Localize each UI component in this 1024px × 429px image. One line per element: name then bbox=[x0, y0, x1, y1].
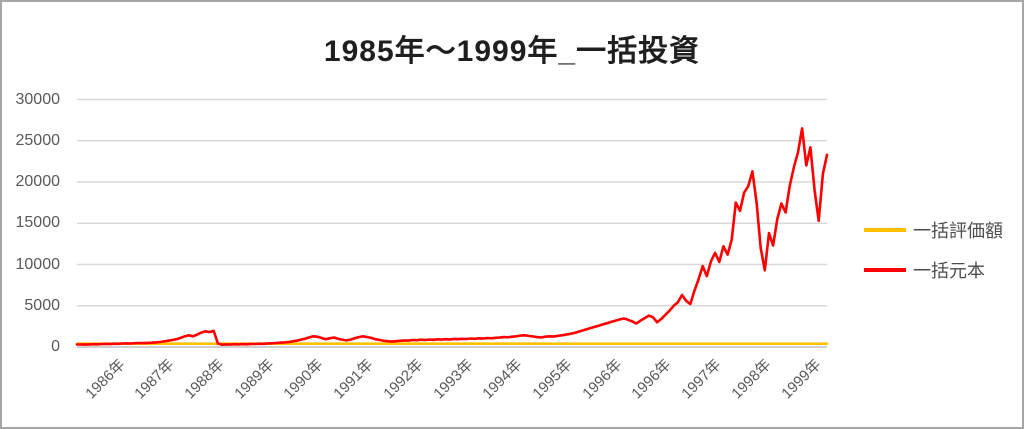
y-axis-label: 30000 bbox=[15, 90, 61, 108]
legend: 一括評価額 一括元本 bbox=[864, 218, 1003, 282]
legend-item-principal: 一括元本 bbox=[864, 258, 1003, 282]
y-axis-label: 15000 bbox=[15, 214, 61, 232]
y-axis-label: 20000 bbox=[15, 173, 61, 190]
legend-swatch-principal-line bbox=[864, 268, 906, 272]
legend-label-valuation: 一括評価額 bbox=[913, 221, 1003, 241]
chart-title: 1985年〜1999年_一括投資 bbox=[323, 35, 701, 68]
legend-label-principal: 一括元本 bbox=[913, 261, 985, 281]
series-line-lump-sum-principal bbox=[75, 127, 829, 347]
legend-swatch-valuation-line bbox=[864, 228, 906, 232]
y-axis-label: 10000 bbox=[15, 255, 61, 273]
y-axis-label: 0 bbox=[51, 338, 60, 355]
y-axis-label: 5000 bbox=[24, 296, 60, 314]
y-axis-label: 25000 bbox=[15, 131, 61, 149]
legend-item-valuation: 一括評価額 bbox=[864, 218, 1003, 242]
